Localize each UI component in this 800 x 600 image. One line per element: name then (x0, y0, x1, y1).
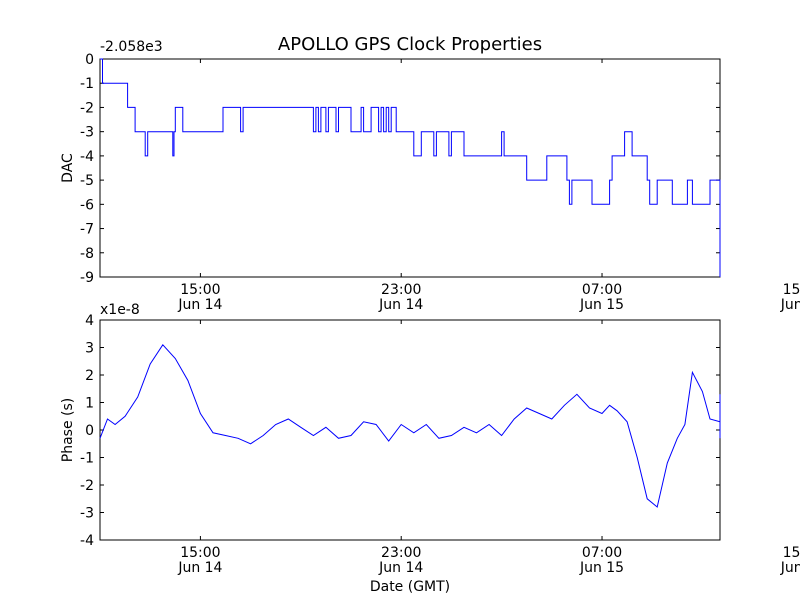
dac-x-tick-date-label: Jun 14 (378, 297, 423, 313)
phase-x-tick-time-label: 23:00 (381, 545, 421, 561)
dac-series-line (100, 58, 721, 277)
phase-y-tick-label: -1 (80, 451, 94, 467)
phase-y-tick-label: -4 (80, 533, 94, 549)
dac-y-tick-label: -6 (80, 197, 94, 213)
dac-x-tick-time-label: 15:00 (180, 282, 220, 298)
dac-y-tick-label: -3 (80, 125, 94, 141)
dac-offset-label: -2.058e3 (100, 39, 163, 55)
dac-x-tick-time-label: 07:00 (582, 282, 622, 298)
phase-x-tick-date-label: Jun 15 (579, 560, 624, 576)
dac-y-tick-label: -1 (80, 76, 94, 92)
phase-y-ticks: 4 3 2 1 0 -1 -2 -3 -4 (80, 313, 720, 549)
dac-y-tick-label: -9 (80, 270, 94, 286)
phase-y-tick-label: 0 (85, 423, 94, 439)
dac-y-tick-label: 0 (85, 52, 94, 68)
x-axis-label: Date (GMT) (370, 579, 450, 595)
phase-y-tick-label: -3 (80, 506, 94, 522)
dac-x-tick-time-label: 23:00 (381, 282, 421, 298)
dac-plot-frame (99, 58, 721, 278)
dac-y-tick-label: -7 (80, 222, 94, 238)
phase-x-tick-time-label: 15:00 (180, 545, 220, 561)
phase-y-axis-label: Phase (s) (60, 398, 76, 462)
dac-y-tick-label: -4 (80, 149, 94, 165)
phase-y-tick-label: -2 (80, 478, 94, 494)
phase-y-tick-label: 2 (85, 368, 94, 384)
phase-y-tick-label: 3 (85, 341, 94, 357)
dac-x-tick-time-label: 15:00 (783, 282, 800, 298)
dac-x-tick-date-label: Jun 15 (780, 297, 800, 313)
phase-series-line (99, 343, 721, 508)
chart-title: APOLLO GPS Clock Properties (278, 34, 542, 55)
dac-y-axis-label: DAC (60, 153, 76, 183)
phase-x-tick-date-label: Jun 15 (780, 560, 800, 576)
phase-x-tick-time-label: 15:00 (783, 545, 800, 561)
phase-x-tick-time-label: 07:00 (582, 545, 622, 561)
phase-x-tick-date-label: Jun 14 (378, 560, 423, 576)
phase-y-tick-label: 4 (85, 313, 94, 329)
phase-offset-label: x1e-8 (100, 302, 140, 318)
dac-x-tick-date-label: Jun 14 (177, 297, 222, 313)
dac-y-tick-label: -2 (80, 100, 94, 116)
phase-y-tick-label: 1 (85, 396, 94, 412)
phase-x-tick-date-label: Jun 14 (177, 560, 222, 576)
dac-y-tick-label: -5 (80, 173, 94, 189)
dac-x-tick-date-label: Jun 15 (579, 297, 624, 313)
dac-y-tick-label: -8 (80, 246, 94, 262)
